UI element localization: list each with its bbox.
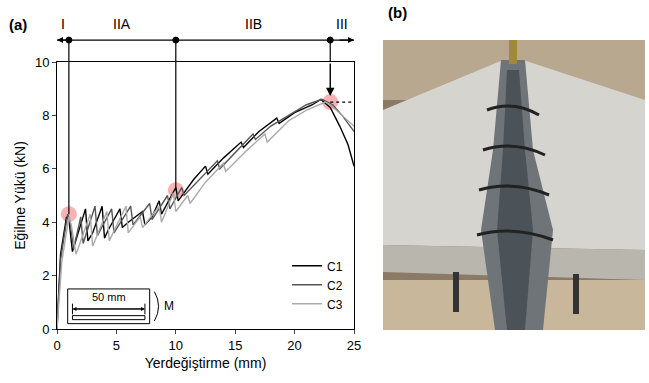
svg-text:10: 10 (169, 338, 183, 353)
svg-text:2: 2 (42, 268, 49, 283)
svg-text:I: I (61, 16, 65, 32)
svg-text:0: 0 (53, 338, 60, 353)
svg-text:M: M (164, 299, 174, 313)
svg-text:8: 8 (42, 108, 49, 123)
svg-text:C2: C2 (327, 279, 343, 293)
svg-text:50 mm: 50 mm (92, 291, 126, 303)
svg-text:Yerdeğiştirme (mm): Yerdeğiştirme (mm) (145, 355, 267, 371)
svg-text:6: 6 (42, 161, 49, 176)
svg-text:4: 4 (42, 215, 49, 230)
svg-text:C3: C3 (327, 298, 343, 312)
svg-text:(a): (a) (9, 16, 27, 33)
svg-text:IIB: IIB (245, 16, 262, 32)
svg-text:20: 20 (287, 338, 301, 353)
svg-text:Eğilme Yükü (kN): Eğilme Yükü (kN) (12, 141, 28, 250)
svg-text:III: III (336, 16, 348, 32)
svg-text:C1: C1 (327, 260, 343, 274)
svg-text:15: 15 (228, 338, 242, 353)
svg-text:10: 10 (35, 55, 49, 70)
svg-text:25: 25 (347, 338, 361, 353)
svg-text:0: 0 (42, 322, 49, 337)
html-text:(b): (b) (388, 4, 408, 21)
svg-text:5: 5 (113, 338, 120, 353)
svg-text:IIA: IIA (113, 16, 131, 32)
